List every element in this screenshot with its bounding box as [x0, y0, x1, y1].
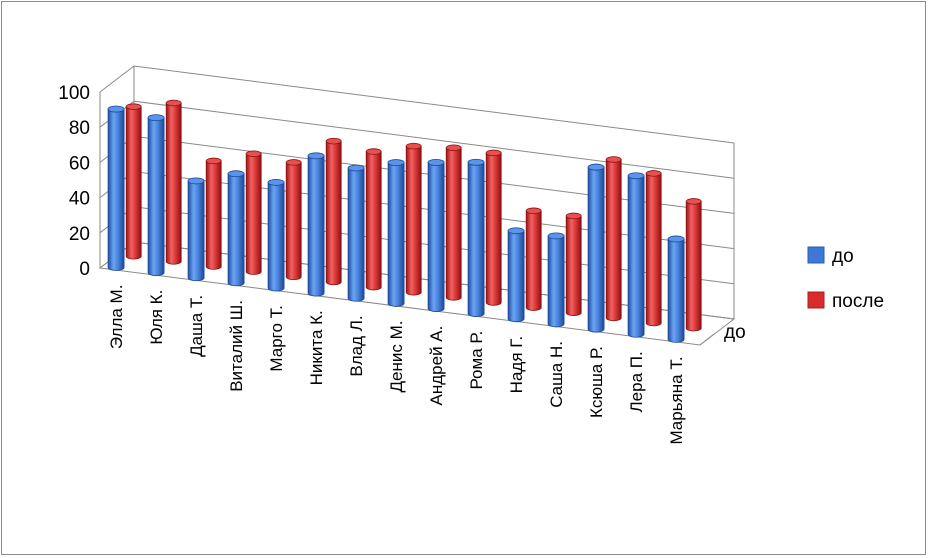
- y-tick-label: 60: [69, 153, 90, 174]
- legend-swatch-before: [807, 246, 825, 264]
- bar-before: [187, 177, 205, 282]
- bar-before: [627, 172, 645, 338]
- bar-after: [125, 103, 142, 260]
- legend-label-before: до: [832, 246, 854, 267]
- bar-before: [467, 158, 485, 318]
- x-tick-label: Виталий Ш.: [227, 300, 246, 392]
- depth-axis-label: до: [724, 322, 746, 343]
- bar-before: [307, 152, 325, 297]
- bar-before: [347, 164, 365, 302]
- x-tick-label: Марьяна Т.: [667, 356, 686, 444]
- bar-before: [507, 227, 525, 323]
- x-tick-label: Ксюша Р.: [587, 346, 606, 418]
- bar-after: [325, 137, 342, 286]
- bar-after: [525, 207, 542, 311]
- x-tick-label: Рома Р.: [467, 331, 486, 390]
- x-tick-label: Влад Л.: [347, 315, 366, 376]
- legend-swatch-after: [807, 291, 825, 309]
- bar-after: [165, 99, 182, 265]
- bar-before: [427, 158, 445, 312]
- labels: 0 20 40 60 80 100 Элла М. Юля К. Даша Т. Виталий …: [58, 83, 686, 445]
- bar-after: [405, 142, 422, 296]
- x-tick-label: Марго Т.: [267, 305, 286, 372]
- bar-after: [565, 212, 582, 316]
- x-tick-label: Юля К.: [147, 290, 166, 345]
- x-tick-label: Саша Н.: [547, 341, 566, 408]
- x-tick-label: Лера П.: [627, 351, 646, 412]
- x-tick-label: Элла М.: [107, 285, 126, 350]
- x-tick-label: Андрей А.: [427, 326, 446, 406]
- y-tick-label: 80: [69, 118, 90, 139]
- y-tick-label: 40: [69, 189, 90, 210]
- bar-after: [605, 156, 622, 322]
- bar-after: [485, 149, 502, 306]
- bar-before: [227, 170, 245, 287]
- bar-before: [107, 105, 125, 271]
- bar-before: [267, 178, 285, 292]
- x-tick-label: Надя Г.: [507, 336, 526, 393]
- bar-after: [285, 159, 302, 281]
- y-tick-label: 20: [69, 224, 90, 245]
- depth-axis-tick: [699, 333, 715, 346]
- gridline: [99, 65, 735, 144]
- bar-after: [245, 150, 262, 275]
- y-tick-label: 100: [58, 83, 90, 104]
- bar-before: [547, 232, 565, 328]
- bar-before: [387, 159, 405, 307]
- x-tick-label: Никита К.: [307, 310, 326, 385]
- bar-after: [445, 144, 462, 301]
- bar-before: [667, 235, 685, 343]
- y-tick-label: 0: [79, 259, 90, 280]
- bar-before: [147, 114, 165, 276]
- bar-after: [365, 148, 382, 291]
- x-tick-label: Даша Т.: [187, 295, 206, 357]
- bar-after: [685, 198, 702, 332]
- legend-label-after: после: [832, 291, 884, 312]
- bar-after: [205, 157, 222, 270]
- bar-after: [645, 170, 662, 327]
- bars: [107, 99, 702, 343]
- bar-before: [587, 163, 605, 333]
- legend: до после: [807, 246, 884, 312]
- x-tick-label: Денис М.: [387, 321, 406, 393]
